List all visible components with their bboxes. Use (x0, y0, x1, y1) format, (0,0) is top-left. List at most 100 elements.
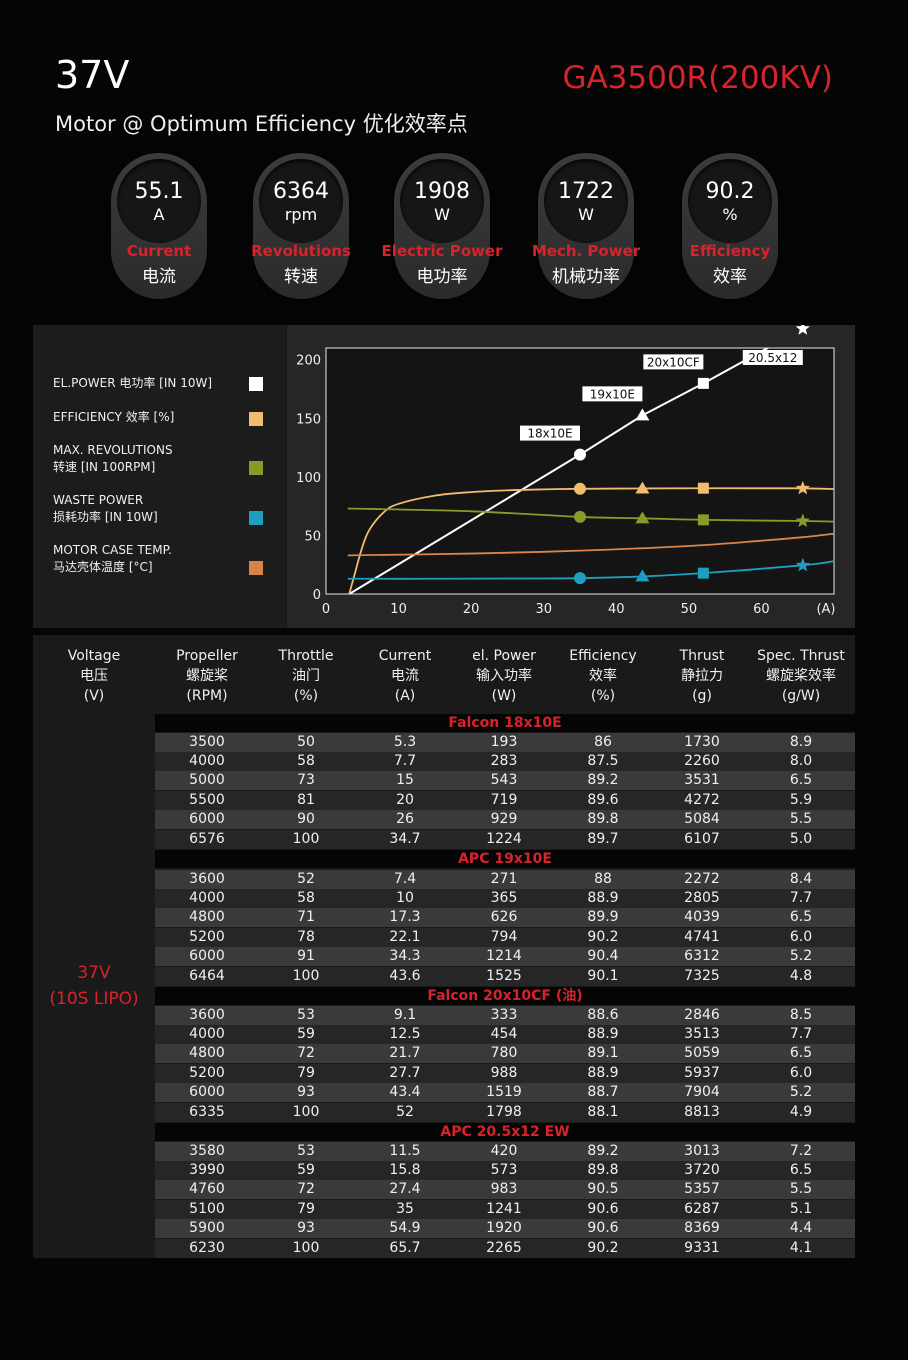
table-cell: 420 (490, 1143, 518, 1159)
table-cell: 93 (297, 1220, 315, 1236)
table-cell: 2260 (684, 753, 720, 769)
table-cell: 90.2 (587, 929, 619, 945)
table-cell: 90 (297, 811, 315, 827)
table-row: 4000 59 12.5 454 88.9 3513 7.7 (155, 1025, 855, 1044)
table-cell: 20 (396, 792, 414, 808)
prop-label-box (643, 354, 704, 370)
chart-legend: EL.POWER 电功率 [IN 10W] EFFICIENCY 效率 [%] … (33, 325, 285, 628)
table-cell: 91 (297, 948, 315, 964)
table-row: 6000 90 26 929 89.8 5084 5.5 (155, 810, 855, 829)
legend-label: EL.POWER 电功率 [IN 10W] (53, 376, 213, 390)
table-cell: 89.8 (587, 811, 619, 827)
table-cell: 26 (396, 811, 414, 827)
table-cell: 1525 (486, 968, 522, 984)
column-header-cn: 螺旋桨效率 (766, 668, 836, 684)
table-cell: 3600 (189, 871, 225, 887)
badge-value: 90.2 (705, 179, 755, 204)
table-cell: 54.9 (389, 1220, 421, 1236)
x-tick-label: 50 (681, 602, 698, 617)
column-header: Current 电流 (A) (345, 646, 465, 706)
table-cell: 86 (594, 734, 612, 750)
table-row: 5200 79 27.7 988 88.9 5937 6.0 (155, 1064, 855, 1083)
table-cell: 87.5 (587, 753, 619, 769)
waste-power-marker (574, 572, 586, 585)
waste-power-marker (795, 557, 810, 572)
table-cell: 88.9 (587, 1026, 619, 1042)
badge-dial (117, 159, 201, 243)
table-cell: 6.5 (789, 1162, 813, 1178)
table-row: 6335 100 52 1798 88.1 8813 4.9 (155, 1103, 855, 1122)
badge-dial (400, 159, 484, 243)
column-header-en: Spec. Thrust (757, 648, 845, 664)
table-cell: 6.5 (789, 909, 813, 925)
table-cell: 7.7 (789, 890, 813, 906)
prop-label-box (582, 386, 643, 402)
electric-power-badge: 1908 W Electric Power 电功率 (381, 153, 503, 299)
badge-label-en: Efficiency (689, 242, 771, 260)
table-cell: 89.6 (587, 792, 619, 808)
table-cell: 719 (490, 792, 518, 808)
badge-unit: W (434, 205, 450, 224)
table-cell: 27.7 (389, 1065, 421, 1081)
table-cell: 88.9 (587, 1065, 619, 1081)
table-cell: 34.7 (389, 831, 421, 847)
table-cell: 6.0 (789, 1065, 813, 1081)
table-row: 3500 50 5.3 193 86 1730 8.9 (155, 733, 855, 752)
table-cell: 454 (490, 1026, 518, 1042)
table-cell: 9.1 (393, 1007, 417, 1023)
table-cell: 6000 (189, 1084, 225, 1100)
waste-power-marker (635, 569, 650, 582)
table-cell: 8.0 (789, 753, 813, 769)
table-row: 4800 72 21.7 780 89.1 5059 6.5 (155, 1044, 855, 1063)
legend-swatch-case-temp (249, 561, 263, 575)
table-cell: 1241 (486, 1201, 522, 1217)
table-cell: 100 (292, 968, 320, 984)
table-cell: 988 (490, 1065, 518, 1081)
legend-label-cn: 转速 [IN 100RPM] (53, 460, 156, 474)
table-cell: 7904 (684, 1084, 720, 1100)
voltage-value: 37V (77, 963, 111, 983)
prop-label: 20.5x12 (748, 351, 797, 365)
table-cell: 2805 (684, 890, 720, 906)
table-cell: 8369 (684, 1220, 720, 1236)
table-cell: 5100 (189, 1201, 225, 1217)
table-cell: 3720 (684, 1162, 720, 1178)
table-cell: 43.4 (389, 1084, 421, 1100)
table-cell: 88.6 (587, 1007, 619, 1023)
table-cell: 8.4 (789, 871, 813, 887)
table-cell: 5.3 (393, 734, 417, 750)
table-row: 6230 100 65.7 2265 90.2 9331 4.1 (155, 1239, 855, 1258)
table-cell: 6.5 (789, 772, 813, 788)
badge-label-en: Revolutions (251, 242, 351, 260)
table-cell: 4800 (189, 909, 225, 925)
revolutions-marker (697, 514, 709, 526)
el-power-marker (574, 448, 586, 461)
table-cell: 5.1 (789, 1201, 813, 1217)
table-cell: 4760 (189, 1181, 225, 1197)
table-cell: 72 (297, 1045, 315, 1061)
column-header-en: Efficiency (569, 648, 637, 664)
efficiency-marker (697, 482, 709, 494)
column-header-unit: (V) (83, 688, 105, 704)
performance-chart: 0 50 100 150 200 0 10 20 30 40 50 60 (A) 18x10E 19x10E… (296, 325, 836, 617)
table-cell: 5200 (189, 1065, 225, 1081)
table-cell: 3600 (189, 1007, 225, 1023)
table-cell: 4000 (189, 753, 225, 769)
table-cell: 4272 (684, 792, 720, 808)
table-cell: 88 (594, 871, 612, 887)
el-power-marker (697, 377, 709, 389)
table-cell: 89.2 (587, 772, 619, 788)
table-row: 5000 73 15 543 89.2 3531 6.5 (155, 771, 855, 790)
table-cell: 8813 (684, 1104, 720, 1120)
table-cell: 79 (297, 1065, 315, 1081)
column-header-en: Thrust (679, 648, 725, 664)
y-tick-label: 100 (296, 471, 321, 486)
table-cell: 90.5 (587, 1181, 619, 1197)
table-cell: 5.5 (789, 1181, 813, 1197)
x-tick-label: 40 (608, 602, 625, 617)
column-header-cn: 油门 (292, 668, 320, 684)
badge-unit: A (153, 205, 165, 224)
table-row: 4000 58 10 365 88.9 2805 7.7 (155, 889, 855, 908)
badge-label-en: Current (126, 242, 192, 260)
table-cell: 2846 (684, 1007, 720, 1023)
